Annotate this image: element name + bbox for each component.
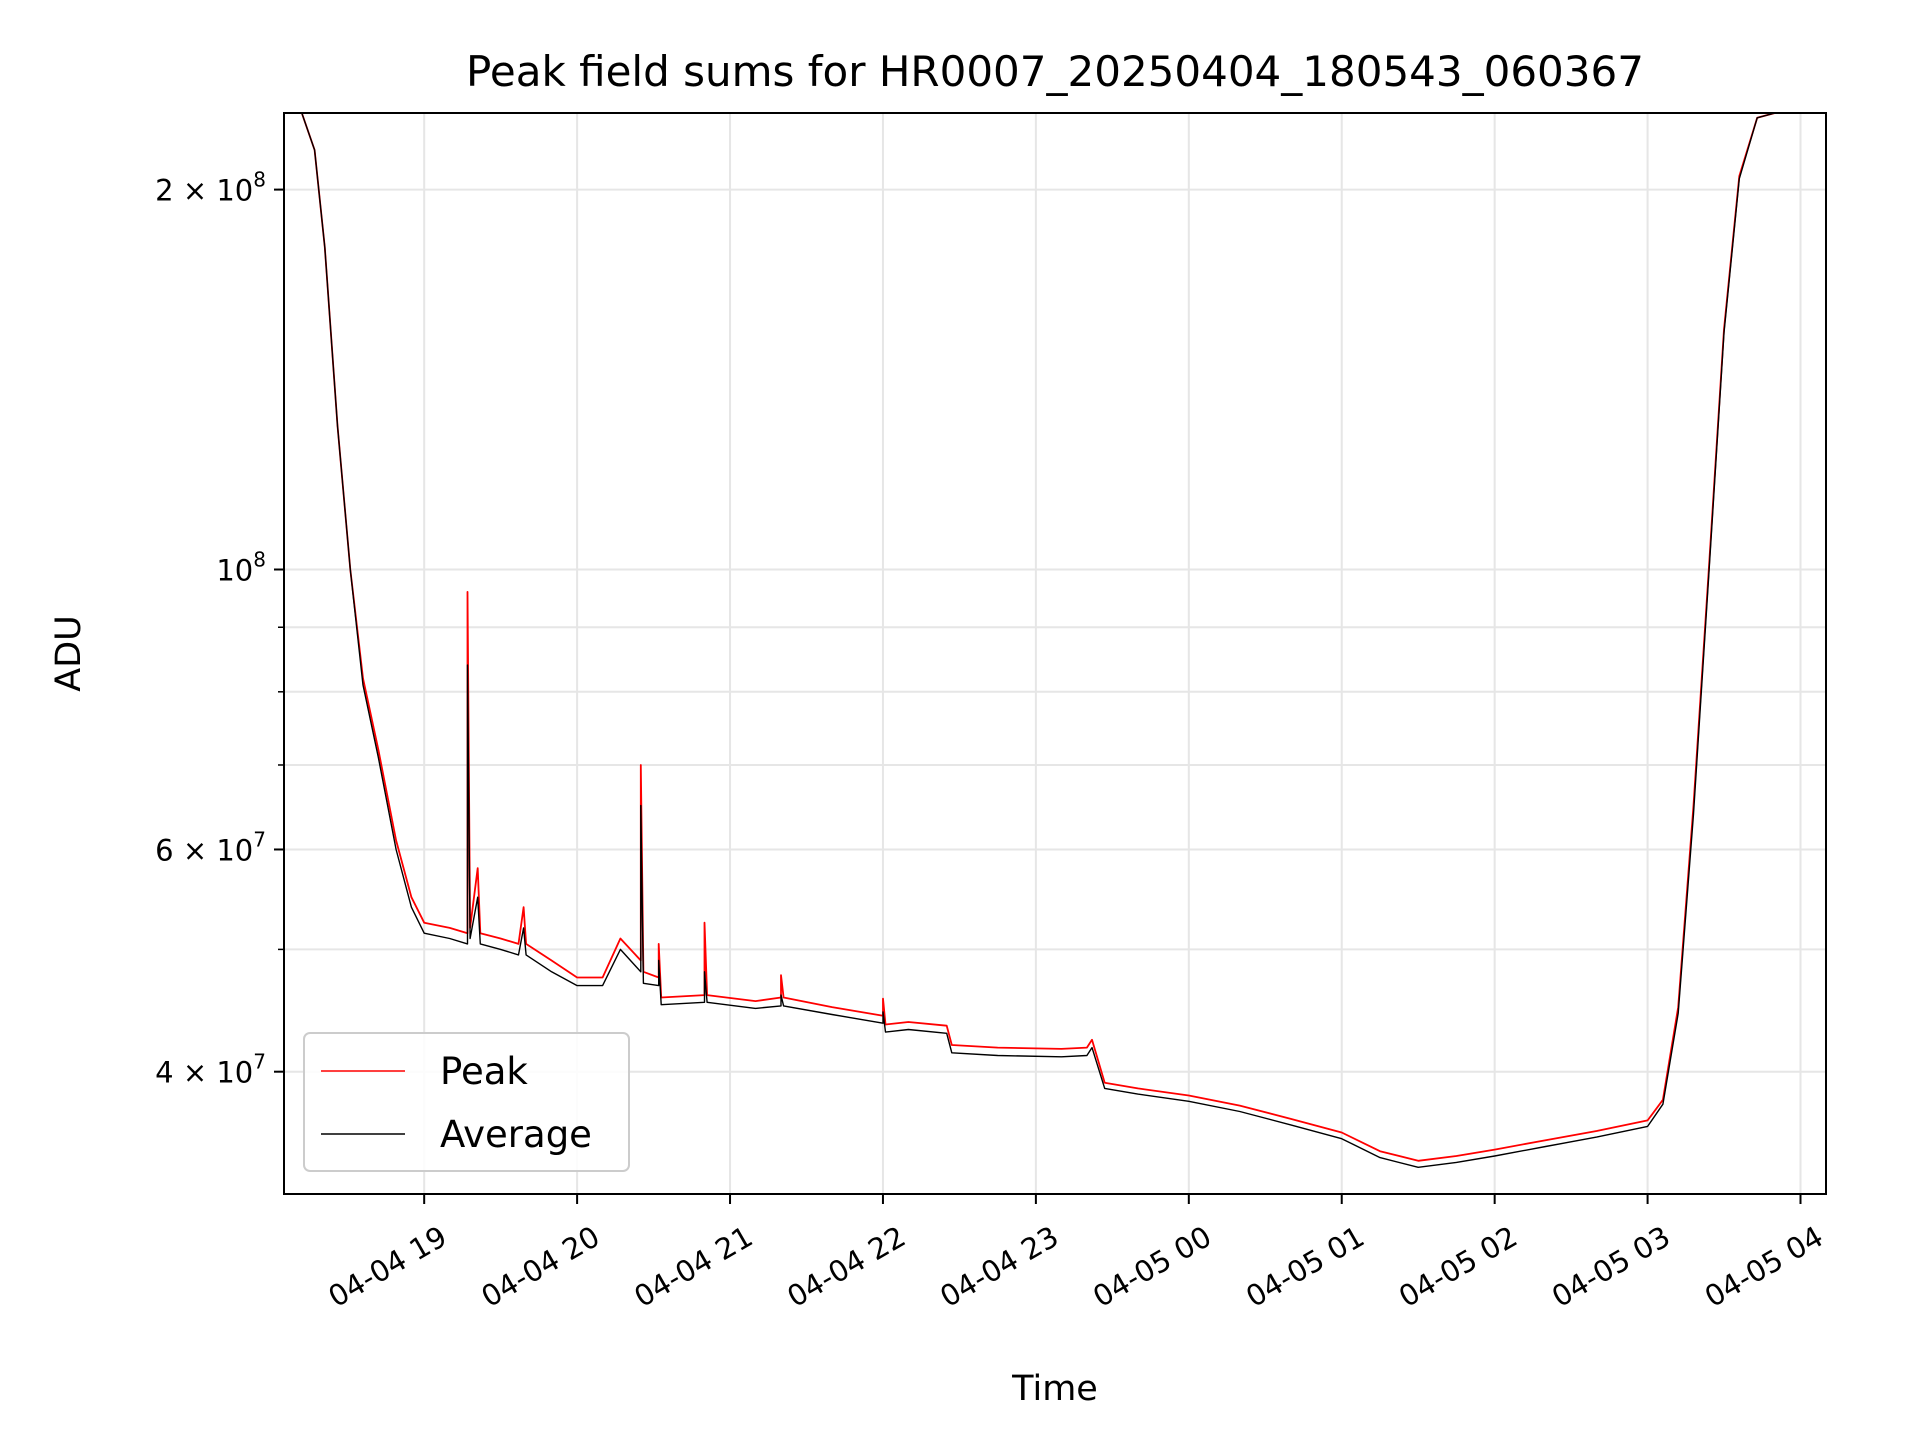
plot-frame xyxy=(283,112,1827,1195)
y-tick-label: 6 × 107 xyxy=(155,827,266,867)
x-axis-label: Time xyxy=(1011,1369,1098,1409)
y-tick-label: 2 × 108 xyxy=(155,168,266,208)
y-axis-label: ADU xyxy=(49,615,89,692)
legend-box xyxy=(303,1032,630,1172)
grid xyxy=(284,113,1826,1194)
legend-label-peak: Peak xyxy=(440,1050,528,1093)
legend: Peak Average xyxy=(303,1032,630,1172)
legend-label-average: Average xyxy=(440,1113,592,1156)
y-tick-label: 4 × 107 xyxy=(155,1050,266,1090)
series-layer xyxy=(284,112,1801,1168)
chart-title: Peak field sums for HR0007_20250404_1805… xyxy=(466,47,1644,96)
series-line-average xyxy=(284,112,1801,1168)
y-tick-label: 108 xyxy=(216,548,266,588)
